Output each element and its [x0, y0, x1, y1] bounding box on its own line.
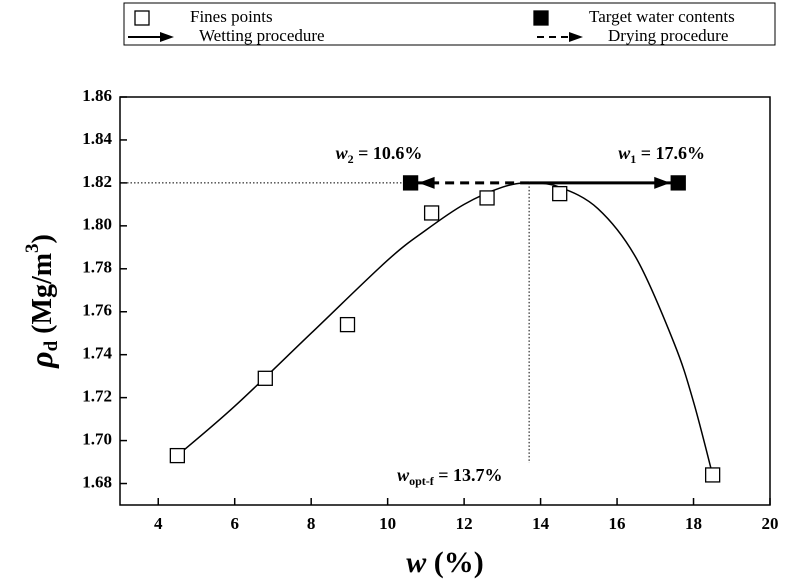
arrow-head [654, 176, 671, 189]
annotation-text: = 13.7% [434, 465, 503, 485]
fines-point [169, 447, 186, 464]
y-tick-label: 1.82 [82, 172, 112, 191]
x-axis-label: w (%) [406, 546, 484, 579]
x-tick-label: 10 [379, 514, 396, 533]
x-tick-label: 18 [685, 514, 702, 533]
y-tick-label: 1.76 [82, 301, 112, 320]
fines-point [423, 205, 440, 221]
legend-box [123, 2, 776, 46]
legend-label: Fines points [190, 7, 273, 26]
y-tick-label: 1.74 [82, 344, 112, 363]
y-tick-label: 1.84 [82, 129, 112, 148]
fines-point [257, 370, 273, 386]
plot-frame [119, 96, 771, 506]
fines-point [704, 467, 721, 483]
legend-marker [533, 10, 549, 26]
y-label-symbol: ρ [23, 351, 59, 368]
y-label-subscript: d [41, 340, 62, 351]
target-point [402, 175, 419, 191]
x-tick-label: 12 [456, 514, 473, 533]
fines-point [552, 185, 568, 202]
target-point [670, 175, 686, 191]
annotation-subscript: opt-f [409, 474, 435, 488]
fines-point [339, 316, 356, 333]
x-tick-label: 20 [762, 514, 779, 533]
y-label-superscript: 3 [22, 243, 43, 253]
x-label-symbol: w [406, 546, 427, 579]
annotation-symbol: w [618, 143, 631, 163]
fines-point [479, 190, 495, 206]
y-tick-label: 1.78 [82, 258, 112, 277]
y-tick-label: 1.70 [82, 429, 112, 448]
y-axis-label: ρd (Mg/m3) [22, 234, 62, 369]
annotation: wopt-f = 13.7% [397, 465, 502, 488]
annotation: w1 = 17.6% [618, 143, 705, 166]
x-tick-label: 8 [307, 514, 316, 533]
legend-marker [134, 10, 150, 26]
annotation-text: = 17.6% [636, 143, 705, 163]
y-tick-label: 1.86 [82, 86, 112, 105]
x-tick-label: 14 [532, 514, 550, 533]
annotation-symbol: w [397, 465, 410, 485]
y-label-close: ) [27, 234, 58, 243]
y-tick-label: 1.80 [82, 215, 112, 234]
legend-label: Drying procedure [608, 26, 728, 45]
arrow-head [418, 176, 435, 189]
x-tick-label: 6 [230, 514, 239, 533]
legend-label: Wetting procedure [199, 26, 325, 45]
annotation-symbol: w [336, 143, 349, 163]
annotation-subscript: 2 [348, 152, 354, 166]
x-tick-label: 16 [609, 514, 626, 533]
y-tick-label: 1.68 [82, 472, 112, 491]
legend-label: Target water contents [589, 7, 735, 26]
annotation: w2 = 10.6% [336, 143, 423, 166]
annotation-text: = 10.6% [354, 143, 423, 163]
x-label-text: (%) [426, 546, 483, 579]
x-tick-label: 4 [154, 514, 163, 533]
legend-marker [160, 32, 174, 42]
y-label-text: (Mg/m [27, 253, 58, 341]
annotation-subscript: 1 [630, 152, 636, 166]
legend-marker [569, 32, 583, 42]
y-tick-label: 1.72 [82, 387, 112, 406]
fit-curve [176, 182, 714, 476]
